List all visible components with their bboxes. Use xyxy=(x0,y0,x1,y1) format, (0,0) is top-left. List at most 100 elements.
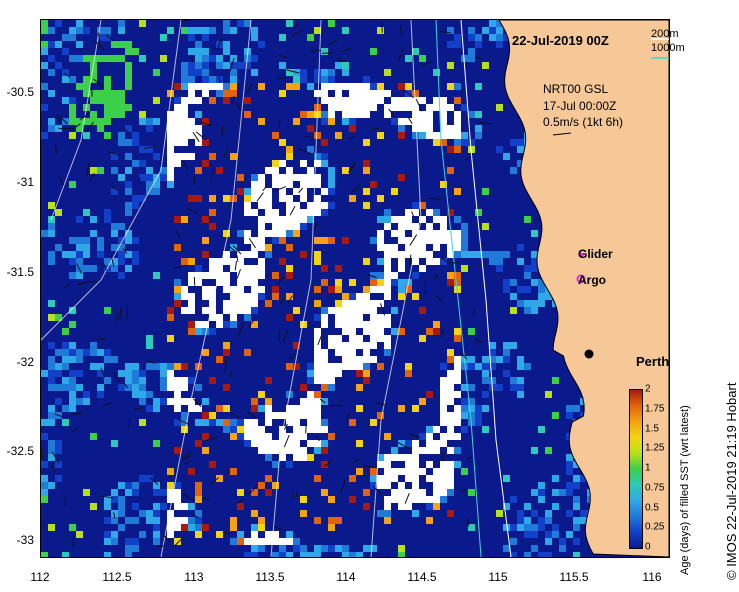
colorbar-tick: 1 xyxy=(645,462,651,474)
current-arrow xyxy=(293,22,300,29)
contour-line xyxy=(41,20,182,341)
current-arrow xyxy=(262,185,267,192)
current-arrow xyxy=(337,59,346,62)
current-arrow xyxy=(195,131,207,141)
perth-marker xyxy=(584,349,594,359)
current-arrow xyxy=(192,131,200,142)
current-arrow xyxy=(475,55,482,60)
current-arrow xyxy=(110,186,119,191)
current-arrow xyxy=(340,479,347,493)
current-arrow xyxy=(76,263,83,274)
contour-line xyxy=(270,20,322,557)
current-arrow xyxy=(289,206,296,216)
isobath-200m xyxy=(460,20,512,557)
current-arrow xyxy=(449,262,459,264)
current-arrow xyxy=(367,274,377,278)
current-arrow xyxy=(208,477,220,487)
current-arrow xyxy=(193,175,196,186)
colorbar xyxy=(629,389,643,549)
current-arrow xyxy=(283,435,290,448)
colorbar-tick: 1.25 xyxy=(645,442,665,454)
current-arrow xyxy=(286,69,300,74)
sst-map-canvas xyxy=(41,20,669,557)
land-area xyxy=(498,20,669,557)
current-arrow xyxy=(58,115,68,125)
current-arrow xyxy=(85,121,95,133)
current-arrow xyxy=(376,402,385,406)
current-arrow xyxy=(407,116,413,124)
x-tick: 114 xyxy=(336,570,356,584)
current-arrow xyxy=(51,451,60,464)
current-arrow xyxy=(275,77,286,80)
current-arrow xyxy=(232,245,242,255)
current-arrow xyxy=(248,238,256,249)
current-arrow xyxy=(192,398,202,408)
map-date: 22-Jul-2019 00Z xyxy=(512,33,609,48)
current-arrow xyxy=(115,312,119,323)
current-arrow xyxy=(353,458,360,462)
current-arrow xyxy=(371,127,379,130)
x-tick: 114.5 xyxy=(407,570,437,584)
current-arrow xyxy=(363,465,377,469)
current-arrow xyxy=(134,406,145,411)
current-arrow xyxy=(110,255,115,267)
current-arrow xyxy=(340,48,352,53)
current-arrow xyxy=(54,144,58,154)
current-arrow xyxy=(103,263,107,271)
current-arrow xyxy=(288,353,296,361)
current-arrow xyxy=(404,492,410,504)
colorbar-tick: 2 xyxy=(645,383,651,395)
current-arrow xyxy=(298,187,304,194)
colorbar-label: Age (days) of filled SST (wrt latest) xyxy=(679,405,691,575)
x-tick: 116 xyxy=(642,570,662,584)
x-tick: 112 xyxy=(30,570,50,584)
current-arrow xyxy=(229,58,235,72)
current-arrow xyxy=(112,371,120,383)
current-arrow xyxy=(315,435,320,442)
current-arrow xyxy=(162,533,171,543)
current-arrow xyxy=(182,160,189,171)
current-arrow xyxy=(217,38,223,50)
current-arrow xyxy=(54,413,63,418)
argo-label: Argo xyxy=(578,273,606,287)
current-arrow xyxy=(459,488,467,493)
scale-arrow xyxy=(552,132,572,136)
current-arrow xyxy=(479,121,492,125)
current-arrow xyxy=(277,276,284,285)
argo-marker xyxy=(576,274,586,284)
current-arrow xyxy=(313,221,319,231)
current-arrow xyxy=(248,486,257,496)
current-arrow xyxy=(422,60,432,67)
current-arrow xyxy=(181,20,191,22)
current-arrow xyxy=(58,175,64,186)
current-arrow xyxy=(278,119,281,128)
colorbar-tick: 0.5 xyxy=(645,502,659,514)
current-arrow xyxy=(72,427,79,433)
current-arrow xyxy=(435,295,443,302)
x-tick: 115.5 xyxy=(559,570,589,584)
current-arrow xyxy=(199,121,212,127)
current-arrow xyxy=(76,282,87,286)
current-arrow xyxy=(328,40,338,46)
current-arrow xyxy=(309,49,321,52)
current-arrow xyxy=(278,54,288,59)
current-arrow xyxy=(256,192,264,202)
current-arrow xyxy=(402,89,415,99)
current-arrow xyxy=(182,452,192,459)
current-arrow xyxy=(100,367,106,378)
current-arrow xyxy=(409,433,421,439)
current-arrow xyxy=(97,32,101,43)
current-arrow xyxy=(64,72,71,78)
colorbar-tick: 0.25 xyxy=(645,521,665,533)
current-arrow xyxy=(346,412,350,421)
current-arrow xyxy=(128,418,131,428)
current-arrow xyxy=(184,460,191,465)
current-arrow xyxy=(222,149,228,158)
current-arrow xyxy=(229,370,232,378)
current-arrow xyxy=(279,297,286,305)
current-arrow xyxy=(388,108,395,118)
current-arrow xyxy=(176,418,190,425)
y-tick: -32 xyxy=(16,355,34,369)
current-arrow xyxy=(72,533,75,547)
current-arrow xyxy=(175,230,181,239)
